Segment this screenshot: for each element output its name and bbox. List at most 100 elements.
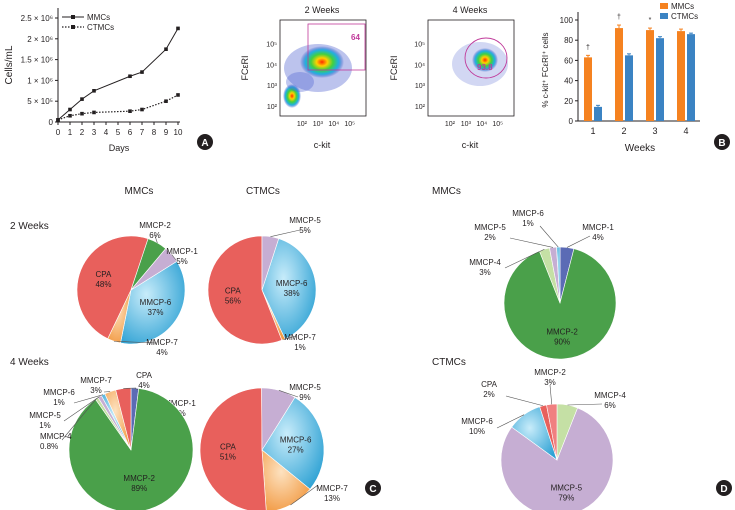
slice-pct-mmcp-2: 90%: [554, 338, 570, 347]
slice-pct-mmcp-5: 9%: [299, 393, 311, 402]
slice-pct-mmcp-4: 6%: [604, 401, 616, 410]
significance-mark: †: [617, 14, 621, 21]
panel-d-badge: [716, 480, 732, 496]
panel-c-pies: MMCs CTMCs 2 Weeks 4 Weeks MMCP-637%MMCP…: [10, 186, 381, 510]
leader-mmcp-1: [171, 254, 177, 261]
slice-label-mmcp-1: MMCP-1: [164, 399, 196, 408]
panel-a-x-label: Days: [109, 143, 130, 153]
slice-cpa: [76, 235, 149, 340]
legend-ctmcs-label: CTMCs: [87, 23, 114, 32]
legend-mmcs-marker: [71, 15, 75, 19]
panel-b-x-ticks: 1 2 3 4: [590, 126, 688, 136]
flow-2w-ticks: 10² 10³ 10⁴ 10⁵ 10² 10³ 10⁴ 10⁵: [266, 41, 355, 128]
series-ctmcs-point: [164, 99, 168, 103]
panel-b-y-tick-label: 80: [564, 36, 573, 45]
slice-pct-cpa: 48%: [95, 280, 111, 289]
bar-ctmcs-week-4: [687, 34, 695, 121]
flow-x-tick-label: 10³: [461, 121, 472, 128]
flow-4w-title: 4 Weeks: [453, 5, 488, 15]
leader-mmcp-7: [283, 335, 297, 340]
panel-a-badge: [197, 134, 213, 150]
slice-label-mmcp-5: MMCP-5: [29, 411, 61, 420]
series-ctmcs-line: [57, 94, 179, 121]
panel-b-x-label: Weeks: [625, 143, 655, 154]
panel-b-x-tick-label: 1: [590, 126, 595, 136]
panel-a-letter: A: [201, 138, 208, 149]
slice-label-mmcp-6: MMCP-6: [140, 298, 172, 307]
slice-label-mmcp-6: MMCP-6: [512, 209, 544, 218]
slice-label-mmcp-6: MMCP-6: [43, 388, 75, 397]
slice-label-mmcp-5: MMCP-5: [474, 223, 506, 232]
slice-mmcp-2: [503, 248, 617, 360]
series-ctmcs-point: [176, 93, 180, 97]
slice-pct-mmcp-4: 3%: [479, 268, 491, 277]
flow-x-tick-label: 10⁵: [344, 121, 355, 128]
series-ctmcs-point: [56, 118, 60, 122]
slice-pct-mmcp-2: 6%: [149, 231, 161, 240]
panel-b-y-tick-label: 20: [564, 97, 573, 106]
panel-a-x-tick-label: 4: [104, 128, 109, 137]
panel-a-y-tick-label: 2 × 10⁶: [27, 35, 53, 44]
slice-label-mmcp-2: MMCP-2: [139, 221, 171, 230]
panel-a-y-tick-label: 0: [49, 118, 54, 127]
flow-x-tick-label: 10²: [445, 121, 456, 128]
bar-mmcs-week-1: [584, 57, 592, 121]
slice-pct-mmcp-4: 0.8%: [40, 442, 58, 451]
leader-mmcp-7: [290, 484, 319, 506]
series-mmcs-point: [68, 107, 72, 112]
panel-c-badge: [365, 480, 381, 496]
series-mmcs-point: [80, 97, 84, 101]
panel-a-x-tick-label: 3: [92, 128, 97, 137]
flow-x-tick-label: 10⁵: [492, 121, 503, 128]
flow-y-tick-label: 10³: [415, 83, 426, 90]
slice-pct-cpa: 51%: [220, 452, 236, 461]
panel-a-y-tick-label: 2.5 × 10⁶: [21, 14, 53, 23]
slice-mmcp-6: [120, 260, 186, 345]
legend-mmcs-label: MMCs: [87, 13, 110, 22]
panel-a-x-tick-label: 6: [128, 128, 133, 137]
flow-y-tick-label: 10⁵: [414, 41, 425, 48]
pie-mmcs-4-weeks: MMCP-12%MMCP-289%MMCP-40.8%MMCP-51%MMCP-…: [29, 371, 196, 510]
legend-b-ctmcs-label: CTMCs: [671, 12, 698, 21]
slice-pct-mmcp-5: 5%: [299, 226, 311, 235]
slice-label-mmcp-2: MMCP-2: [123, 474, 155, 483]
panel-a-series: [56, 26, 180, 122]
panel-c-col-ctmcs: CTMCs: [246, 186, 280, 197]
slice-label-cpa: CPA: [481, 380, 498, 389]
flow-y-tick-label: 10²: [415, 104, 426, 111]
significance-mark: †: [586, 44, 590, 51]
panel-a-x-tick-label: 7: [140, 128, 145, 137]
leader-mmcp-5: [278, 390, 299, 398]
panel-a-line-chart: 0 5 × 10⁵ 1 × 10⁶ 1.5 × 10⁶ 2 × 10⁶ 2.5 × 10⁶…: [4, 8, 213, 153]
panel-c-letter: C: [369, 484, 376, 495]
leader-mmcp-1: [566, 235, 591, 248]
flow-4w-y-label: FCεRI: [389, 55, 399, 80]
panel-a-x-tick-label: 9: [164, 128, 169, 137]
panel-a-x-tick-label: 1: [68, 128, 73, 137]
slice-label-mmcp-7: MMCP-7: [146, 338, 178, 347]
panel-d-title-mmcs: MMCs: [432, 186, 461, 197]
panel-d-letter: D: [720, 484, 727, 495]
leader-mmcp-6: [73, 394, 104, 404]
slice-label-mmcp-5: MMCP-5: [289, 383, 321, 392]
bar-mmcs-week-3: [646, 30, 654, 122]
slice-pct-mmcp-6: 10%: [469, 427, 485, 436]
slice-label-mmcp-2: MMCP-2: [534, 368, 566, 377]
leader-mmcp-7: [113, 340, 157, 344]
slice-pct-mmcp-2: 89%: [131, 484, 147, 493]
series-mmcs-point: [164, 47, 168, 51]
slice-pct-mmcp-5: 2%: [484, 233, 496, 242]
leader-mmcp-2: [154, 235, 158, 243]
slice-label-mmcp-6: MMCP-6: [276, 279, 308, 288]
slice-label-mmcp-7: MMCP-7: [316, 484, 348, 493]
bar-mmcs-week-2: [615, 28, 623, 121]
leader-mmcp-6: [496, 414, 525, 429]
legend-b-mmcs-swatch: [660, 3, 668, 9]
slice-label-cpa: CPA: [136, 371, 153, 380]
slice-pct-mmcp-7: 4%: [156, 348, 168, 357]
legend-ctmcs-marker: [71, 25, 75, 29]
slice-label-mmcp-4: MMCP-4: [594, 391, 626, 400]
panel-a-x-ticks: 0 1 2 3 4 5 6 7 8 9 10: [56, 122, 183, 137]
